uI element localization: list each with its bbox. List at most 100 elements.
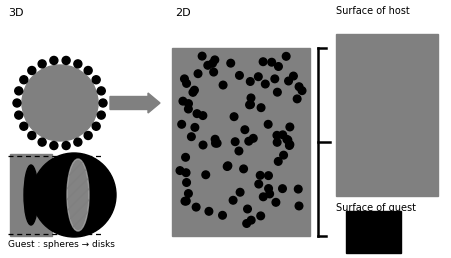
Circle shape — [180, 75, 188, 83]
Circle shape — [278, 185, 285, 192]
Circle shape — [15, 111, 23, 119]
Bar — [172, 48, 309, 236]
Circle shape — [235, 147, 242, 155]
Circle shape — [267, 58, 275, 66]
Circle shape — [28, 67, 36, 75]
Circle shape — [274, 158, 281, 165]
Circle shape — [230, 113, 237, 120]
Circle shape — [182, 80, 190, 87]
Circle shape — [181, 154, 189, 161]
Circle shape — [97, 111, 105, 119]
Circle shape — [190, 86, 198, 94]
Text: 2D: 2D — [175, 8, 190, 18]
Circle shape — [191, 124, 198, 131]
Circle shape — [84, 132, 92, 140]
Circle shape — [298, 87, 305, 94]
Circle shape — [295, 202, 302, 210]
Circle shape — [211, 139, 219, 147]
Circle shape — [184, 100, 192, 107]
Circle shape — [50, 57, 58, 64]
Circle shape — [239, 165, 247, 173]
Circle shape — [282, 136, 290, 143]
Circle shape — [254, 180, 262, 188]
Circle shape — [236, 188, 244, 196]
Circle shape — [293, 95, 300, 103]
Circle shape — [202, 171, 209, 179]
Circle shape — [240, 126, 248, 133]
Circle shape — [20, 122, 28, 130]
Circle shape — [92, 122, 100, 130]
Circle shape — [15, 87, 23, 95]
Circle shape — [84, 67, 92, 75]
Circle shape — [13, 99, 21, 107]
Circle shape — [208, 60, 216, 67]
Circle shape — [265, 190, 273, 198]
Circle shape — [264, 172, 272, 179]
Circle shape — [178, 120, 185, 128]
Circle shape — [187, 133, 195, 141]
Circle shape — [274, 63, 281, 70]
Circle shape — [271, 75, 278, 83]
Circle shape — [184, 190, 192, 197]
Circle shape — [28, 132, 36, 140]
Circle shape — [259, 193, 267, 201]
Ellipse shape — [24, 165, 38, 225]
Bar — [335, 34, 437, 196]
Circle shape — [246, 101, 254, 108]
Circle shape — [198, 52, 206, 60]
Bar — [345, 211, 400, 253]
Circle shape — [181, 197, 189, 205]
Circle shape — [184, 105, 192, 113]
Circle shape — [273, 88, 281, 96]
Circle shape — [182, 169, 189, 176]
FancyArrow shape — [110, 93, 160, 113]
Circle shape — [229, 197, 236, 204]
Circle shape — [205, 207, 212, 215]
Circle shape — [194, 70, 202, 77]
Circle shape — [74, 138, 82, 146]
Ellipse shape — [67, 159, 89, 231]
Text: Surface of host: Surface of host — [335, 6, 409, 16]
Circle shape — [198, 112, 206, 119]
Circle shape — [285, 142, 293, 149]
Circle shape — [231, 138, 239, 146]
Circle shape — [224, 162, 231, 170]
Circle shape — [285, 123, 293, 131]
Circle shape — [279, 151, 287, 159]
Circle shape — [245, 101, 253, 109]
Circle shape — [249, 134, 257, 142]
Circle shape — [254, 73, 262, 80]
Circle shape — [209, 68, 217, 76]
Circle shape — [192, 203, 199, 211]
Circle shape — [199, 141, 207, 149]
Circle shape — [92, 76, 100, 84]
Circle shape — [211, 135, 218, 143]
Circle shape — [278, 131, 286, 139]
Circle shape — [264, 120, 272, 128]
Circle shape — [38, 60, 46, 68]
Circle shape — [283, 136, 291, 144]
Circle shape — [272, 199, 279, 206]
Circle shape — [259, 58, 267, 66]
Circle shape — [50, 142, 58, 150]
Circle shape — [203, 61, 211, 69]
Circle shape — [179, 97, 186, 105]
Circle shape — [261, 80, 268, 88]
Circle shape — [211, 56, 218, 64]
Circle shape — [282, 53, 290, 60]
Bar — [10, 154, 52, 236]
Circle shape — [32, 153, 116, 237]
Circle shape — [243, 205, 251, 213]
Circle shape — [99, 99, 107, 107]
Circle shape — [218, 212, 226, 219]
Circle shape — [97, 87, 105, 95]
Circle shape — [226, 59, 234, 67]
Circle shape — [62, 142, 70, 150]
Circle shape — [189, 88, 196, 96]
Circle shape — [242, 220, 250, 227]
Circle shape — [20, 76, 28, 84]
Circle shape — [74, 60, 82, 68]
Circle shape — [235, 72, 243, 79]
Circle shape — [284, 77, 292, 85]
Circle shape — [62, 57, 70, 64]
